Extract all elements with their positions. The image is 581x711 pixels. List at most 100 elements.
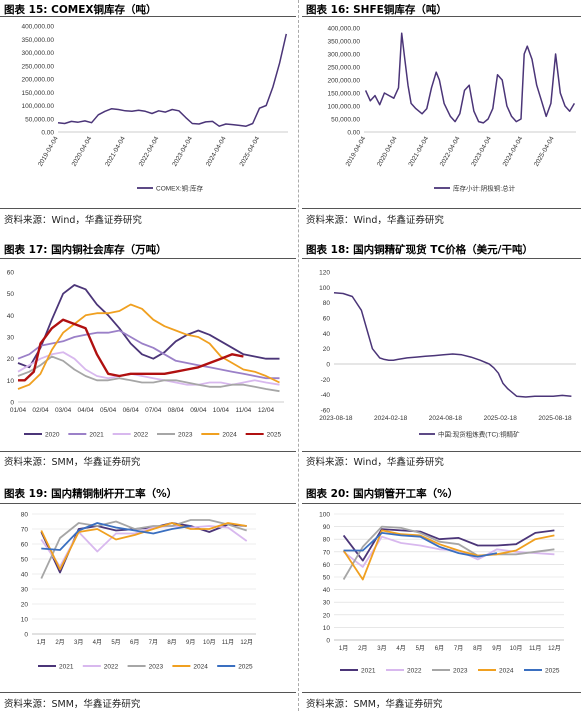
y-tick-label: 60	[323, 562, 331, 569]
legend-label: 2021	[361, 668, 376, 675]
y-tick-label: 10	[7, 378, 15, 385]
y-tick-label: -60	[321, 408, 331, 415]
series-line-2025	[18, 318, 244, 382]
legend-label: 库存小计:阴极铜:总计	[453, 184, 516, 193]
y-tick-label: 0.00	[41, 130, 54, 137]
y-tick-label: 100,000.00	[327, 104, 360, 111]
y-tick-label: 80	[21, 512, 29, 519]
y-tick-label: 200,000.00	[21, 77, 54, 84]
title-rule	[0, 16, 296, 17]
legend-label: 2022	[134, 432, 149, 439]
y-tick-label: 80	[323, 300, 331, 307]
y-tick-label: 120	[319, 270, 330, 277]
x-tick-label: 8月	[167, 639, 176, 646]
y-tick-label: 100	[319, 512, 330, 519]
title-rule	[302, 503, 581, 504]
chart-comex-inventory: 0.00 50,000.00 100,000.00 150,000.00 200,000…	[21, 24, 288, 193]
panel-title: 图表 19: 国内精铜制杆开工率（%）	[4, 488, 178, 500]
y-tick-label: 50,000.00	[331, 117, 360, 124]
x-tick-label: 5月	[416, 645, 425, 652]
x-tick-label: 7月	[149, 639, 158, 646]
legend-label: 2025	[267, 432, 282, 439]
series-line-2025	[41, 522, 191, 551]
panel-shfe-inventory: 图表 16: SHFE铜库存（吨） 0.00 50,000.00 100,000.0…	[302, 0, 581, 232]
y-tick-label: 300,000.00	[327, 52, 360, 59]
x-tick-label: 4月	[396, 645, 405, 652]
source-note: 资料来源：Wind，华鑫证券研究	[306, 457, 444, 468]
x-tick-label: 11月	[529, 645, 541, 652]
panel-rod-utilization: 图表 19: 国内精铜制杆开工率（%） 0 10 20 30 40 50 60 70 80 1月 2…	[0, 484, 296, 711]
series-line-2023	[17, 355, 280, 393]
legend-label: 2023	[178, 432, 193, 439]
chart-rod-utilization: 0 10 20 30 40 50 60 70 80 1月 2月 3月 4月 5月 6月 7月 8月 9月 10月 11…	[21, 512, 256, 671]
y-tick-label: 150,000.00	[21, 90, 54, 97]
x-tick-label: 9月	[186, 639, 195, 646]
legend-label: 2024	[222, 432, 237, 439]
x-tick-label: 07/04	[145, 407, 162, 414]
y-tick-label: 150,000.00	[327, 91, 360, 98]
y-tick-label: 20	[21, 602, 29, 609]
panel-social-inventory: 图表 17: 国内铜社会库存（万吨） 0 10 20 30 40 50 60 01/04 02/…	[0, 240, 296, 468]
y-tick-label: 200,000.00	[327, 78, 360, 85]
x-tick-label: 08/04	[168, 407, 185, 414]
source-rule	[302, 208, 581, 209]
x-tick-label: 2024-04-04	[502, 135, 525, 168]
legend-label: 2023	[149, 664, 164, 671]
x-tick-label: 2021-04-04	[104, 135, 127, 168]
x-tick-label: 6月	[435, 645, 444, 652]
panel-title: 图表 18: 国内铜精矿现货 TC价格（美元/干吨）	[306, 244, 533, 256]
legend-label: 2024	[193, 664, 208, 671]
x-tick-label: 11月	[222, 639, 234, 646]
panel-title: 图表 20: 国内铜管开工率（%）	[306, 488, 459, 500]
y-tick-label: 100	[319, 285, 330, 292]
y-tick-label: 90	[323, 524, 331, 531]
y-tick-label: -40	[321, 392, 331, 399]
source-note: 资料来源：Wind，华鑫证券研究	[4, 215, 142, 226]
series-line-中国:现货粗炼费(TC):铜精矿	[333, 291, 572, 398]
legend-label: 2021	[59, 664, 74, 671]
x-tick-label: 01/04	[10, 407, 27, 414]
x-tick-label: 2022-04-04	[138, 135, 161, 168]
y-tick-label: 20	[323, 346, 331, 353]
source-rule	[0, 451, 296, 452]
legend-label: 2022	[104, 664, 119, 671]
legend-label: 2025	[238, 664, 253, 671]
y-tick-label: 70	[323, 549, 331, 556]
y-tick-label: 50	[7, 291, 15, 298]
x-tick-label: 11/04	[236, 407, 252, 414]
y-tick-label: -20	[321, 377, 331, 384]
x-tick-label: 10月	[203, 639, 216, 646]
x-tick-label: 2024-08-18	[429, 415, 463, 422]
x-tick-label: 09/04	[190, 407, 207, 414]
y-tick-label: 400,000.00	[327, 26, 360, 33]
x-tick-label: 2025-08-18	[538, 415, 572, 422]
x-tick-label: 12/04	[258, 407, 275, 414]
series-line-库存小计:阴极铜:总计	[364, 32, 576, 124]
y-tick-label: 30	[323, 600, 331, 607]
x-tick-label: 12月	[548, 645, 561, 652]
chart-tc-price: -60 -40 -20 0 20 40 60 80 100 120 2023-08-18 2024-0…	[319, 270, 576, 439]
y-tick-label: 0.00	[347, 130, 360, 137]
chart-tube-utilization: 0 10 20 30 40 50 60 70 80 90 100 1月 2月 3月 4月 5月 6月 7月 8月 9月…	[319, 512, 564, 675]
x-tick-label: 3月	[377, 645, 386, 652]
series-line-COMEX:铜:库存	[57, 33, 288, 127]
legend-label: 2023	[453, 668, 468, 675]
x-tick-label: 3月	[74, 639, 83, 646]
series-line-2020	[17, 284, 280, 369]
x-tick-label: 2022-04-04	[439, 135, 462, 168]
y-tick-label: 60	[7, 270, 15, 277]
y-tick-label: 0	[10, 400, 14, 407]
x-tick-label: 2024-02-18	[374, 415, 408, 422]
panel-comex-inventory: 图表 15: COMEX铜库存（吨） 0.00 50,000.00 100,000.…	[0, 0, 296, 232]
x-tick-label: 8月	[473, 645, 482, 652]
y-tick-label: 100,000.00	[21, 103, 54, 110]
legend-label: 2025	[545, 668, 560, 675]
series-line-2024	[342, 529, 555, 581]
x-tick-label: 6月	[130, 639, 139, 646]
y-tick-label: 40	[323, 587, 331, 594]
y-tick-label: 30	[21, 587, 29, 594]
y-tick-label: 350,000.00	[327, 39, 360, 46]
legend-label: 2024	[499, 668, 514, 675]
y-tick-label: 60	[21, 542, 29, 549]
y-tick-label: 250,000.00	[327, 65, 360, 72]
